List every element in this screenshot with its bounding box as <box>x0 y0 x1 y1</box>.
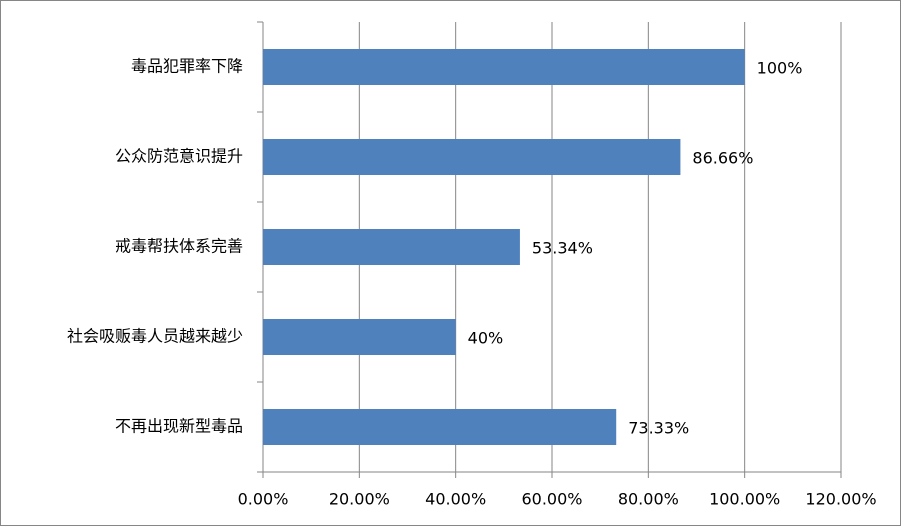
x-tick-label: 0.00% <box>238 490 289 509</box>
bar <box>263 229 520 265</box>
x-tick-label: 20.00% <box>329 490 390 509</box>
y-tick-label: 戒毒帮扶体系完善 <box>115 237 243 256</box>
x-tick-label: 40.00% <box>425 490 486 509</box>
bar <box>263 409 617 445</box>
bar <box>263 319 456 355</box>
y-tick-label: 社会吸贩毒人员越来越少 <box>67 327 243 346</box>
x-tick-label: 60.00% <box>521 490 582 509</box>
data-label: 53.34% <box>532 239 593 258</box>
x-tick-label: 120.00% <box>805 490 876 509</box>
data-label: 40% <box>468 329 504 348</box>
data-label: 100% <box>757 59 803 78</box>
data-label: 73.33% <box>628 419 689 438</box>
y-tick-label: 公众防范意识提升 <box>115 147 243 166</box>
y-tick-label: 不再出现新型毒品 <box>115 417 243 436</box>
bar <box>263 139 681 175</box>
x-tick-label: 80.00% <box>618 490 679 509</box>
y-tick-label: 毒品犯罪率下降 <box>131 57 243 76</box>
data-label: 86.66% <box>692 149 753 168</box>
x-tick-label: 100.00% <box>709 490 780 509</box>
bar <box>263 49 745 85</box>
